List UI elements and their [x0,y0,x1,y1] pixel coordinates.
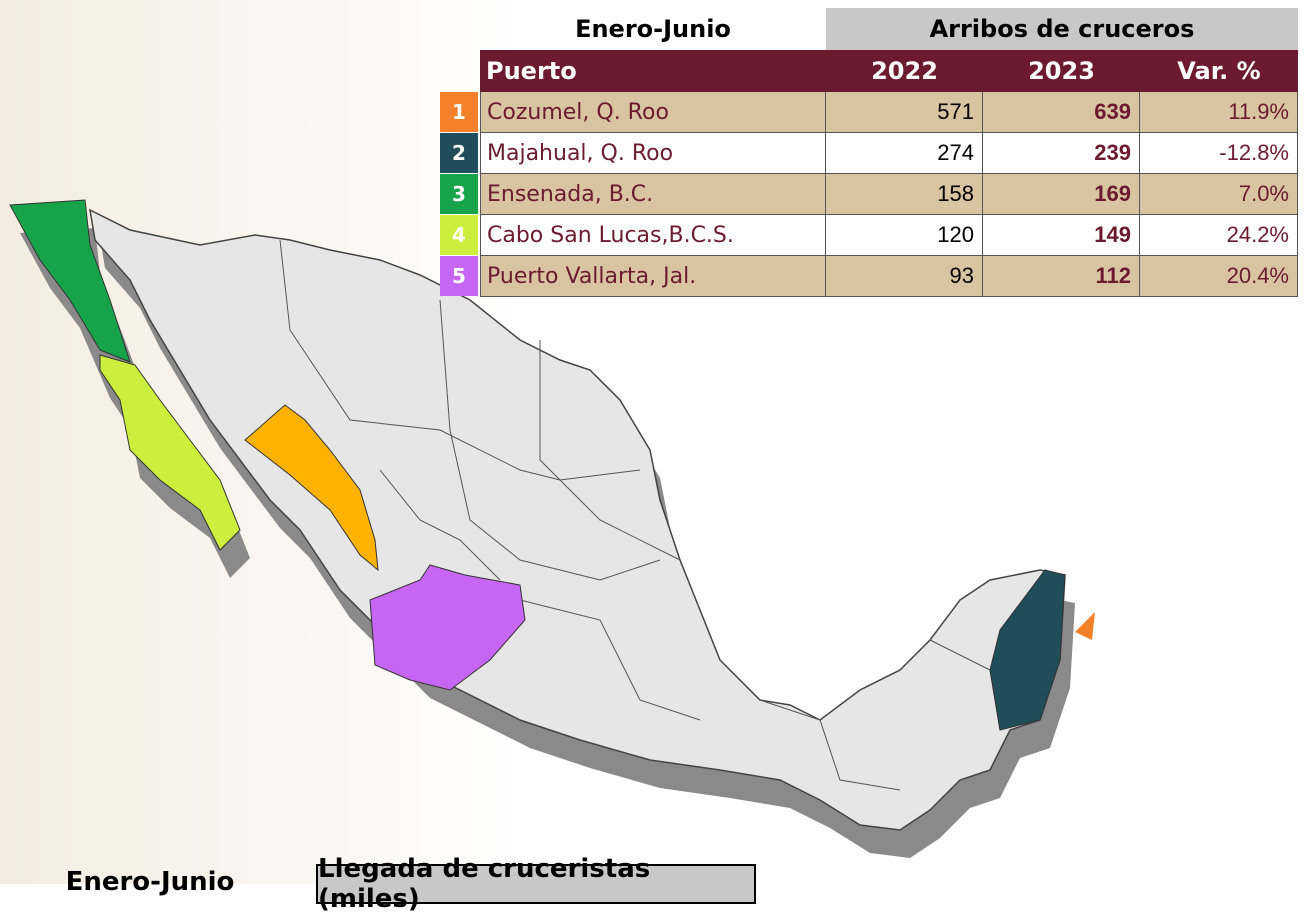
jalisco [369,564,526,691]
sinaloa [244,404,379,572]
port: Cabo San Lucas,B.C.S. [480,215,826,256]
var-pct: 7.0% [1140,174,1298,215]
column-header: 2022 [826,50,983,92]
value-2023: 149 [983,215,1140,256]
value-2023: 112 [983,256,1140,297]
value-2023: 239 [983,133,1140,174]
column-header: 2023 [983,50,1140,92]
var-pct: 20.4% [1140,256,1298,297]
baja-california-sur [99,354,241,551]
value-2022: 93 [826,256,983,297]
var-pct: 11.9% [1140,92,1298,133]
rank: 1 [440,92,478,132]
rank: 5 [440,256,478,296]
port: Puerto Vallarta, Jal. [480,256,826,297]
var-pct: 24.2% [1140,215,1298,256]
rank: 4 [440,215,478,255]
column-header: Puerto [480,50,826,92]
value-2022: 274 [826,133,983,174]
period-header: Enero-Junio [575,15,731,43]
footer-header: Llegada de cruceristas (miles) [316,854,756,914]
port: Cozumel, Q. Roo [480,92,826,133]
state-borders [279,239,1001,791]
rank: 3 [440,174,478,214]
column-header: Var. % [1140,50,1298,92]
port: Majahual, Q. Roo [480,133,826,174]
group-header: Arribos de cruceros [826,8,1298,50]
port: Ensenada, B.C. [480,174,826,215]
value-2022: 120 [826,215,983,256]
cozumel [1075,612,1095,640]
rank: 2 [440,133,478,173]
footer-period: Enero-Junio [65,867,235,897]
quintana-roo [989,569,1066,731]
baja-california [9,199,131,363]
value-2022: 571 [826,92,983,133]
value-2023: 639 [983,92,1140,133]
value-2022: 158 [826,174,983,215]
var-pct: -12.8% [1140,133,1298,174]
value-2023: 169 [983,174,1140,215]
